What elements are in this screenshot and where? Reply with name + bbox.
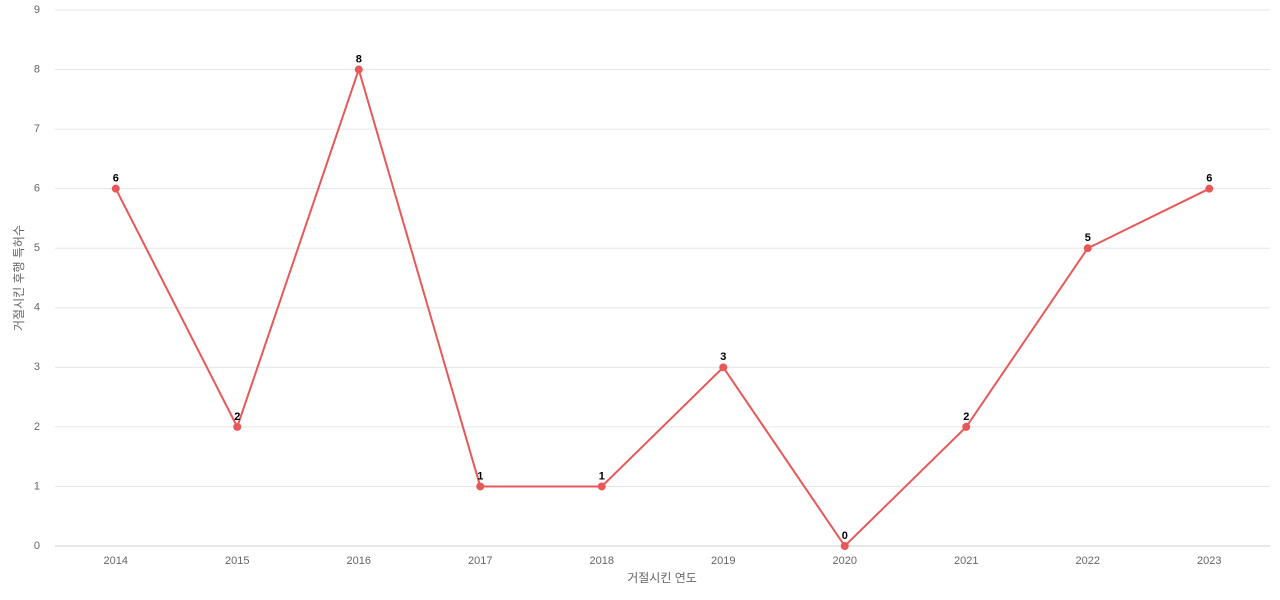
data-label: 8 <box>356 53 362 65</box>
data-label: 1 <box>599 470 605 482</box>
data-label: 5 <box>1085 232 1091 244</box>
data-label: 2 <box>234 411 240 423</box>
point <box>962 422 971 431</box>
point <box>840 542 849 550</box>
y-tick-label: 1 <box>34 480 40 492</box>
x-tick-label: 2015 <box>225 555 249 567</box>
x-axis-title: 거절시킨 연도 <box>627 571 697 585</box>
data-label: 6 <box>1206 173 1212 185</box>
x-tick-label: 2023 <box>1197 555 1221 567</box>
x-tick-label: 2016 <box>347 555 371 567</box>
y-tick-label: 8 <box>34 63 40 75</box>
data-label: 0 <box>842 530 848 542</box>
y-tick-label: 2 <box>34 421 40 433</box>
point <box>233 422 242 431</box>
data-label: 6 <box>113 173 119 185</box>
y-tick-label: 4 <box>34 302 40 314</box>
line <box>114 66 1210 548</box>
data-label: 1 <box>477 470 483 482</box>
x-tick-label: 2014 <box>104 555 128 567</box>
x-tick-label: 2022 <box>1076 555 1100 567</box>
y-tick-label: 6 <box>34 183 40 195</box>
y-tick-label: 0 <box>34 540 40 552</box>
point <box>354 65 363 74</box>
point <box>1205 184 1214 193</box>
y-tick-label: 7 <box>34 123 40 135</box>
point <box>1083 244 1092 253</box>
x-tick-label: 2017 <box>468 555 492 567</box>
y-axis-title: 거절시킨 후행 특허수 <box>11 225 26 331</box>
point <box>111 184 120 193</box>
x-tick-label: 2018 <box>590 555 614 567</box>
point <box>476 482 485 491</box>
data-label: 2 <box>963 411 969 423</box>
point <box>597 482 606 491</box>
y-tick-label: 3 <box>34 361 40 373</box>
x-tick-label: 2019 <box>711 555 735 567</box>
data-label: 3 <box>720 351 726 363</box>
x-tick-label: 2020 <box>833 555 857 567</box>
y-tick-label: 5 <box>34 242 40 254</box>
y-tick-label: 9 <box>34 4 40 16</box>
x-tick-label: 2021 <box>954 555 978 567</box>
point <box>719 363 728 372</box>
